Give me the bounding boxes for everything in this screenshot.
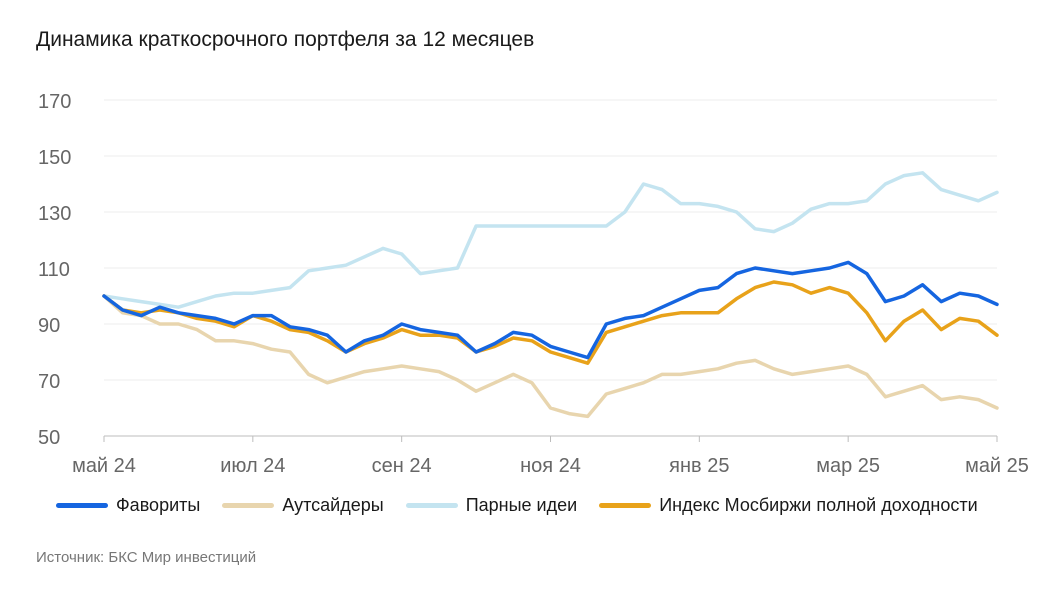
y-tick-label: 150 (38, 147, 71, 169)
series-group (102, 171, 999, 419)
legend-label: Парные идеи (465, 495, 578, 515)
legend-swatch (56, 503, 108, 508)
legend-label: Фавориты (116, 495, 201, 515)
x-tick-label: сен 24 (372, 455, 432, 477)
y-tick-label: 50 (38, 427, 60, 449)
x-tick-label: июл 24 (220, 455, 285, 477)
x-tick-label: май 25 (965, 455, 1029, 477)
y-tick-label: 90 (38, 315, 60, 337)
legend-item: Индекс Мосбиржи полной доходности (599, 495, 978, 516)
legend-swatch (405, 503, 458, 508)
y-tick-label: 170 (38, 91, 71, 113)
grid (104, 99, 997, 437)
chart-title: Динамика краткосрочного портфеля за 12 м… (36, 28, 535, 51)
chart-canvas: 50 70 90 110 130 150 170 май 24 июл 24 сен 24 ноя… (38, 91, 1029, 477)
series-line (102, 260, 999, 360)
y-axis: 50 70 90 110 130 150 170 (38, 91, 71, 449)
x-axis: май 24 июл 24 сен 24 ноя 24 янв 25 мар 25 май … (72, 435, 1029, 477)
y-tick-label: 70 (38, 371, 60, 393)
legend: Фавориты Аутсайдеры Парные идеи Индекс Мосб… (56, 495, 1000, 516)
x-tick-label: янв 25 (669, 455, 729, 477)
legend-item: Парные идеи (405, 495, 578, 516)
legend-swatch (599, 503, 652, 508)
legend-item: Фавориты (56, 495, 200, 516)
legend-label: Аутсайдеры (282, 495, 384, 515)
x-tick-label: мар 25 (816, 455, 880, 477)
source-note: Источник: БКС Мир инвестиций (36, 549, 257, 566)
y-tick-label: 130 (38, 203, 71, 225)
legend-item: Аутсайдеры (222, 495, 384, 516)
legend-label: Индекс Мосбиржи полной доходности (659, 495, 978, 515)
legend-swatch (222, 503, 275, 508)
x-tick-label: ноя 24 (520, 455, 581, 477)
x-tick-label: май 24 (72, 455, 136, 477)
y-tick-label: 110 (38, 259, 70, 281)
series-line (102, 294, 999, 419)
series-line (102, 171, 999, 309)
